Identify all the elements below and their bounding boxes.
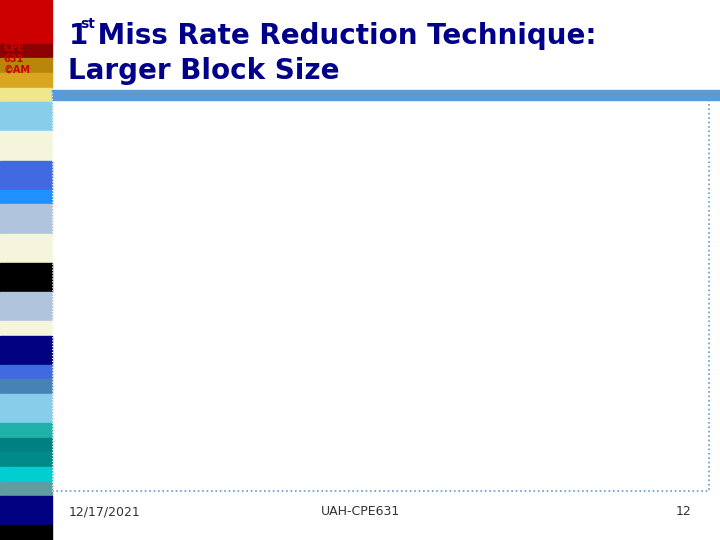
Text: 1: 1	[68, 22, 88, 50]
Text: UAH-CPE631: UAH-CPE631	[320, 505, 400, 518]
Text: st: st	[81, 17, 96, 31]
Text: 12/17/2021: 12/17/2021	[68, 505, 140, 518]
Text: Miss Rate Reduction Technique:: Miss Rate Reduction Technique:	[88, 22, 596, 50]
Text: Larger Block Size: Larger Block Size	[68, 57, 340, 85]
Text: CPE
631
©AM: CPE 631 ©AM	[4, 43, 30, 75]
Text: 12: 12	[675, 505, 691, 518]
Text: Increased
Conflict
Misses: Increased Conflict Misses	[429, 382, 495, 425]
Text: Reduced
compulsory
misses: Reduced compulsory misses	[104, 376, 176, 409]
